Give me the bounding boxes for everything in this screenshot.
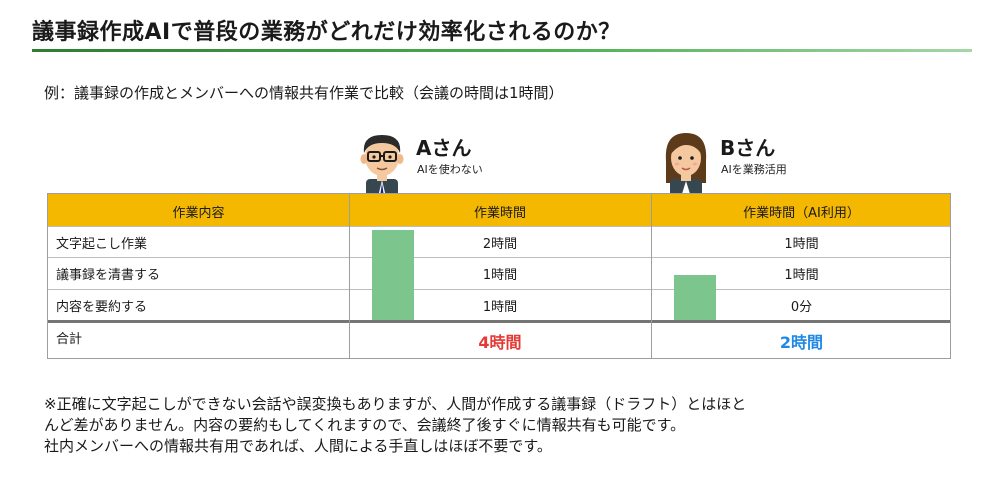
woman-avatar-icon (665, 133, 707, 197)
total-a-value: 4時間 (478, 333, 522, 352)
column-divider (651, 194, 652, 358)
total-label: 合計 (56, 332, 83, 347)
note-line: んど差がありません。内容の要約もしてくれますので、会議終了後すぐに情報共有も可能… (44, 416, 686, 434)
time-a-value: 1時間 (482, 268, 518, 283)
time-b-value: 1時間 (784, 268, 819, 283)
comparison-table: 作業内容 作業時間 作業時間（AI利用） 文字起こし作業 2時間 1時間 議事録… (47, 193, 951, 359)
time-b-value: 0分 (790, 300, 813, 315)
time-b-value: 1時間 (784, 237, 819, 252)
person-a-name: Aさん (416, 136, 472, 160)
title-underline (32, 49, 972, 52)
time-bar-b (674, 275, 716, 320)
person-a-desc: AIを使わない (417, 163, 483, 176)
task-label: 内容を要約する (56, 300, 148, 315)
row-divider (48, 257, 950, 258)
header-time-ai: 作業時間（AI利用） (743, 206, 860, 221)
task-label: 文字起こし作業 (56, 237, 148, 252)
row-divider (48, 289, 950, 290)
note-line: 社内メンバーへの情報共有用であれば、人間による手直しはほぼ不要です。 (44, 437, 552, 455)
time-a-value: 1時間 (482, 300, 518, 315)
header-time: 作業時間 (473, 206, 526, 221)
column-divider (349, 194, 350, 358)
total-divider (48, 320, 950, 323)
person-b-name: Bさん (720, 136, 776, 160)
row-divider (48, 226, 950, 227)
page-subtitle: 例：議事録の作成とメンバーへの情報共有作業で比較（会議の時間は1時間） (44, 84, 564, 102)
time-a-value: 2時間 (482, 237, 518, 252)
table-header-row (48, 194, 950, 226)
total-b-value: 2時間 (779, 333, 824, 352)
note-line: ※正確に文字起こしができない会話や誤変換もありますが、人間が作成する議事録（ドラ… (44, 395, 747, 413)
page-title: 議事録作成AIで普段の業務がどれだけ効率化されるのか？ (32, 20, 621, 45)
header-task: 作業内容 (172, 206, 225, 221)
task-label: 議事録を清書する (56, 268, 161, 283)
person-a: Aさん AIを使わない (352, 127, 552, 197)
person-b: Bさん AIを業務活用 (656, 127, 856, 197)
person-b-desc: AIを業務活用 (721, 163, 787, 176)
time-bar-a (372, 230, 414, 320)
man-avatar-icon (360, 135, 404, 197)
